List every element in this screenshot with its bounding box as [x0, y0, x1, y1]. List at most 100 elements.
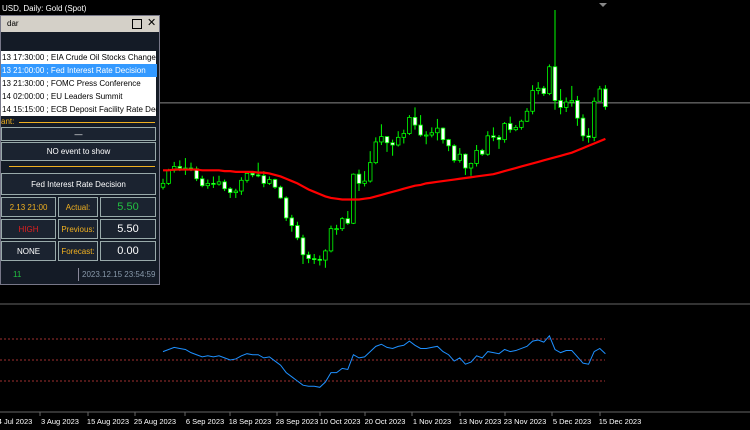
- candle-body: [502, 123, 507, 141]
- candle-body: [446, 139, 451, 147]
- actual-label: Actual:: [58, 197, 98, 217]
- candle-body: [586, 135, 591, 138]
- candle-body: [429, 132, 434, 136]
- candle-body: [250, 173, 255, 176]
- candle-body: [603, 88, 608, 108]
- candle-body: [239, 179, 244, 192]
- candle-body: [379, 136, 384, 143]
- x-label: 4 Jul 2023: [0, 417, 32, 426]
- panel-title: dar: [7, 19, 19, 28]
- x-label: 15 Dec 2023: [599, 417, 642, 426]
- x-label: 13 Nov 2023: [459, 417, 502, 426]
- x-label: 23 Nov 2023: [504, 417, 547, 426]
- candle-body: [160, 182, 166, 188]
- event-count: 11: [13, 270, 22, 279]
- close-button[interactable]: ✕: [147, 17, 157, 29]
- candle-body: [205, 182, 210, 187]
- candle-body: [479, 149, 485, 155]
- candle-body: [513, 126, 518, 131]
- candle-body: [530, 90, 535, 112]
- candle-body: [468, 163, 474, 169]
- candle-body: [362, 180, 367, 184]
- previous-value: 5.50: [100, 219, 156, 239]
- candle-body: [373, 141, 378, 164]
- candle-body: [485, 135, 490, 155]
- candle-body: [457, 153, 462, 161]
- candle-body: [547, 66, 552, 95]
- candle-body: [233, 190, 238, 193]
- candle-body: [356, 173, 362, 184]
- candle-body: [367, 162, 373, 182]
- clock: 2023.12.15 23:54:59: [82, 270, 156, 279]
- impact: HIGH: [1, 219, 56, 239]
- moving-average: [163, 137, 606, 201]
- candle-body: [507, 123, 513, 131]
- candle-body: [401, 133, 406, 138]
- candle-body: [541, 87, 546, 95]
- candle-body: [524, 110, 530, 122]
- separator: [19, 122, 155, 123]
- candle-body: [440, 127, 446, 141]
- status-box: NO event to show: [1, 142, 156, 161]
- candle-body: [569, 100, 574, 103]
- event-item[interactable]: 13 21:00:00 ; Fed Interest Rate Decision: [1, 64, 157, 77]
- candle-body: [255, 174, 261, 177]
- candle-body: [311, 258, 317, 260]
- section-label: ant:: [1, 117, 15, 126]
- candle-body: [295, 225, 300, 239]
- event-time: 2.13 21:00: [1, 197, 56, 217]
- candle-body: [395, 136, 401, 146]
- candle-body: [177, 166, 182, 169]
- x-label: 18 Sep 2023: [229, 417, 272, 426]
- candle-body: [211, 182, 216, 185]
- candle-body: [435, 127, 440, 134]
- candle-body: [272, 179, 278, 188]
- event-name: Fed Interest Rate Decision: [1, 173, 156, 195]
- event-item[interactable]: 14 15:15:00 ; ECB Deposit Facility Rate …: [2, 105, 157, 114]
- event-item[interactable]: 13 21:30:00 ; FOMC Press Conference: [2, 79, 141, 88]
- x-label: 3 Aug 2023: [41, 417, 79, 426]
- candle-body: [463, 153, 468, 169]
- candle-body: [166, 169, 171, 184]
- x-label: 28 Sep 2023: [276, 417, 319, 426]
- event-list: 13 17:30:00 ; EIA Crude Oil Stocks Chang…: [1, 51, 157, 116]
- candle-body: [412, 116, 418, 126]
- candle-body: [575, 100, 580, 119]
- candle-body: [451, 145, 457, 161]
- candle-body: [267, 179, 272, 184]
- event-item[interactable]: 14 02:00:00 ; EU Leaders Summit: [2, 92, 123, 101]
- currency: NONE: [1, 241, 56, 261]
- candle-body: [222, 181, 227, 190]
- candle-body: [216, 181, 222, 185]
- candle-body: [423, 134, 429, 137]
- candle-body: [261, 175, 266, 184]
- candle-body: [345, 218, 350, 224]
- maximize-button[interactable]: [132, 19, 142, 29]
- candle-body: [384, 136, 390, 144]
- oscillator-line: [162, 334, 606, 388]
- candle-body: [300, 237, 306, 256]
- info-box: —: [1, 127, 156, 141]
- candle-body: [418, 124, 423, 136]
- chart-header: USD, Daily: Gold (Spot): [2, 4, 87, 13]
- candle-body: [306, 254, 311, 259]
- previous-label: Previous:: [58, 219, 98, 239]
- event-item[interactable]: 13 17:30:00 ; EIA Crude Oil Stocks Chang…: [2, 53, 156, 62]
- forecast-label: Forecast:: [58, 241, 98, 261]
- candle-body: [227, 188, 233, 193]
- candle-body: [474, 149, 479, 164]
- candle-body: [328, 228, 334, 252]
- candle-body: [558, 100, 563, 108]
- candle-body: [552, 66, 558, 101]
- candle-body: [390, 142, 395, 146]
- candle-body: [317, 258, 322, 261]
- x-label: 6 Sep 2023: [186, 417, 224, 426]
- x-label: 20 Oct 2023: [365, 417, 406, 426]
- candle-body: [323, 250, 328, 261]
- x-label: 10 Oct 2023: [320, 417, 361, 426]
- title-bar: dar ✕: [1, 16, 159, 32]
- candle-body: [536, 87, 541, 91]
- x-label: 25 Aug 2023: [134, 417, 176, 426]
- candle-body: [597, 88, 602, 102]
